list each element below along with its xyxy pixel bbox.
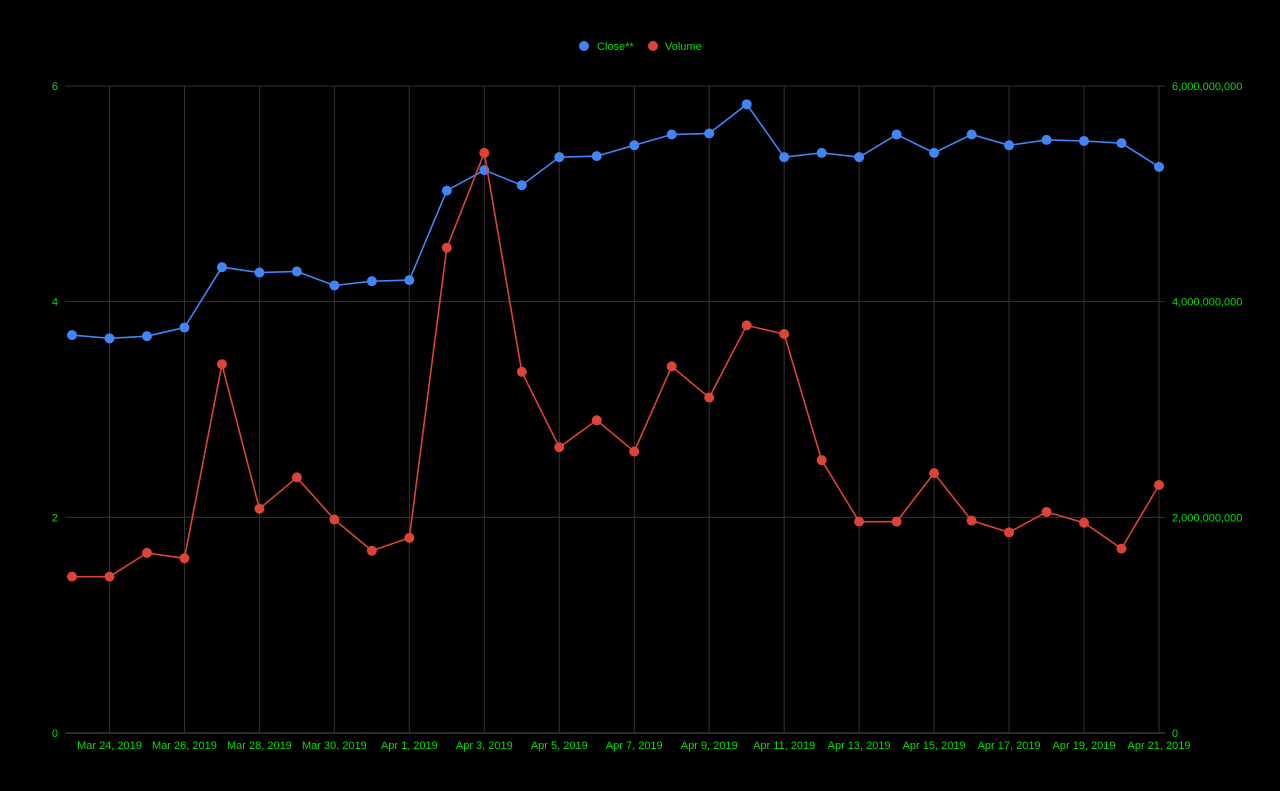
data-point-volume[interactable] <box>704 392 715 403</box>
series-layer <box>67 99 1164 582</box>
x-tick-label: Apr 5, 2019 <box>531 740 588 752</box>
data-point-close[interactable] <box>291 266 302 277</box>
x-tick-label: Mar 24, 2019 <box>77 740 142 752</box>
data-point-close[interactable] <box>67 330 77 341</box>
data-point-close[interactable] <box>666 129 677 140</box>
data-point-close[interactable] <box>591 151 602 162</box>
data-point-close[interactable] <box>1004 140 1015 151</box>
x-tick-label: Apr 9, 2019 <box>681 740 738 752</box>
data-point-volume[interactable] <box>179 553 190 564</box>
data-point-volume[interactable] <box>1079 517 1090 528</box>
data-point-volume[interactable] <box>891 516 902 527</box>
data-point-close[interactable] <box>1116 138 1127 149</box>
data-point-volume[interactable] <box>666 361 677 372</box>
y-left-tick-label: 0 <box>52 728 58 740</box>
x-tick-label: Apr 3, 2019 <box>456 740 513 752</box>
x-tick-label: Apr 11, 2019 <box>753 740 815 752</box>
x-tick-label: Mar 28, 2019 <box>227 740 292 752</box>
data-point-volume[interactable] <box>554 442 565 453</box>
x-tick-label: Apr 19, 2019 <box>1053 740 1116 752</box>
x-tick-label: Apr 15, 2019 <box>903 740 966 752</box>
data-point-close[interactable] <box>1041 134 1052 145</box>
data-point-close[interactable] <box>704 128 715 139</box>
data-point-volume[interactable] <box>441 242 452 253</box>
data-point-volume[interactable] <box>329 514 340 525</box>
data-point-volume[interactable] <box>254 503 265 514</box>
series-line-close <box>71 103 1160 340</box>
data-point-volume[interactable] <box>516 366 527 377</box>
legend-label[interactable]: Volume <box>665 41 702 53</box>
x-tick-label: Apr 7, 2019 <box>606 740 663 752</box>
data-point-close[interactable] <box>1154 161 1164 172</box>
x-tick-label: Apr 21, 2019 <box>1128 740 1191 752</box>
data-point-volume[interactable] <box>779 329 790 340</box>
y-left-tick-label: 6 <box>52 81 58 93</box>
data-point-volume[interactable] <box>741 320 752 331</box>
data-point-volume[interactable] <box>366 545 377 556</box>
data-point-close[interactable] <box>779 152 790 163</box>
y-right-tick-label: 0 <box>1172 728 1178 740</box>
legend-label[interactable]: Close** <box>597 41 634 53</box>
data-point-close[interactable] <box>404 275 415 286</box>
data-point-close[interactable] <box>891 129 902 140</box>
data-point-close[interactable] <box>629 140 640 151</box>
data-point-close[interactable] <box>104 333 115 344</box>
data-point-close[interactable] <box>141 331 152 342</box>
data-point-close[interactable] <box>366 276 377 287</box>
axis-layer: 0 2 4 6 0 2,000,000,000 4,000,000,000 6,000,000… <box>52 81 1242 752</box>
x-tick-label: Apr 13, 2019 <box>828 740 891 752</box>
data-point-volume[interactable] <box>1154 479 1164 490</box>
legend: Close** Volume <box>579 41 702 53</box>
data-point-volume[interactable] <box>854 516 865 527</box>
data-point-close[interactable] <box>854 152 865 163</box>
x-tick-label: Mar 26, 2019 <box>152 740 217 752</box>
data-point-volume[interactable] <box>67 571 77 582</box>
data-point-volume[interactable] <box>591 415 602 426</box>
data-point-close[interactable] <box>741 99 752 110</box>
y-right-tick-label: 2,000,000,000 <box>1172 512 1242 524</box>
data-point-close[interactable] <box>216 262 227 273</box>
data-point-volume[interactable] <box>929 468 940 479</box>
data-point-close[interactable] <box>441 185 452 196</box>
data-point-volume[interactable] <box>629 446 640 457</box>
data-point-close[interactable] <box>516 180 527 191</box>
data-point-close[interactable] <box>816 147 827 158</box>
data-point-close[interactable] <box>929 147 940 158</box>
series-line-volume <box>72 149 1160 578</box>
data-point-close[interactable] <box>554 152 565 163</box>
y-left-tick-label: 4 <box>52 297 58 309</box>
grid-layer <box>65 85 1165 734</box>
data-point-volume[interactable] <box>404 532 415 543</box>
data-point-volume[interactable] <box>479 147 490 158</box>
data-point-volume[interactable] <box>1116 543 1127 554</box>
data-point-close[interactable] <box>1079 135 1090 146</box>
x-tick-label: Mar 30, 2019 <box>302 740 367 752</box>
data-point-volume[interactable] <box>1041 506 1052 517</box>
y-right-tick-label: 6,000,000,000 <box>1172 81 1242 93</box>
data-point-close[interactable] <box>966 129 977 140</box>
data-point-volume[interactable] <box>216 359 227 370</box>
y-right-tick-label: 4,000,000,000 <box>1172 297 1242 309</box>
legend-marker[interactable] <box>648 41 658 51</box>
data-point-close[interactable] <box>329 280 340 291</box>
x-tick-label: Apr 1, 2019 <box>381 740 438 752</box>
x-tick-label: Apr 17, 2019 <box>978 740 1041 752</box>
data-point-volume[interactable] <box>1004 527 1015 538</box>
data-point-volume[interactable] <box>291 472 302 483</box>
data-point-volume[interactable] <box>966 515 977 526</box>
legend-marker[interactable] <box>579 41 589 51</box>
y-left-tick-label: 2 <box>52 512 58 524</box>
data-point-volume[interactable] <box>104 571 115 582</box>
data-point-close[interactable] <box>179 322 190 333</box>
data-point-close[interactable] <box>254 267 265 278</box>
data-point-volume[interactable] <box>816 455 827 466</box>
data-point-volume[interactable] <box>141 547 152 558</box>
